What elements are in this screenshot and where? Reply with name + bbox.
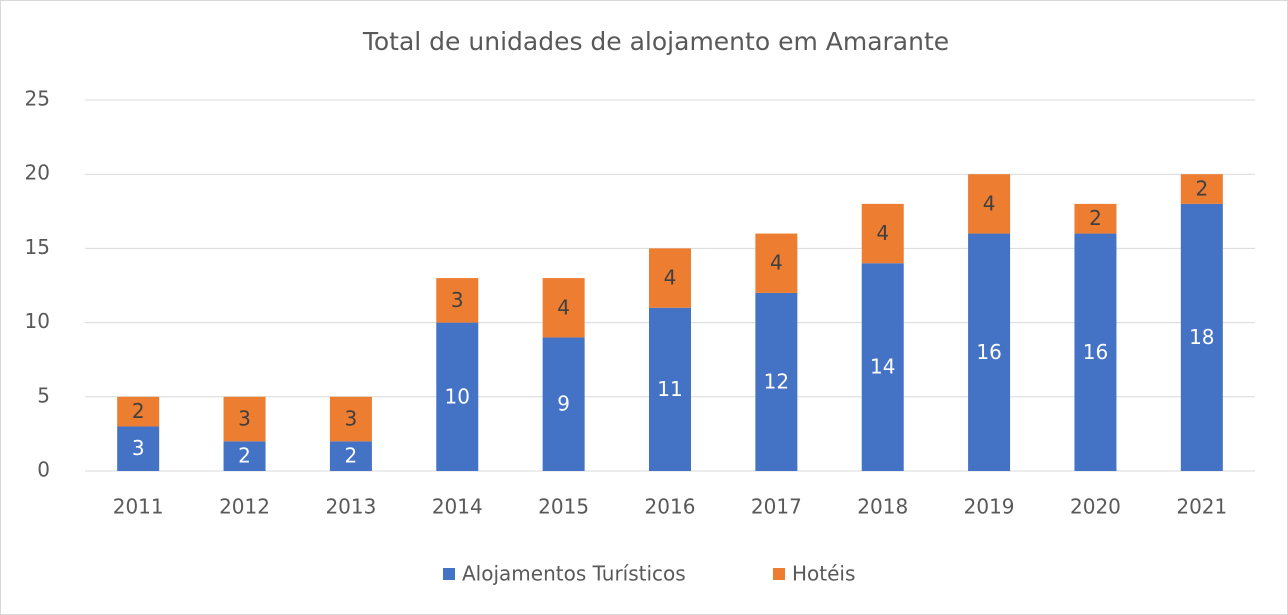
x-tick-label: 2012 [219, 495, 270, 519]
bar-segment [117, 426, 160, 471]
data-label: 4 [770, 251, 783, 275]
legend-label: Alojamentos Turísticos [462, 562, 686, 586]
data-label: 12 [764, 369, 789, 393]
bar-segment [223, 441, 266, 471]
bar-segment [436, 278, 479, 323]
data-label: 18 [1189, 325, 1214, 349]
x-tick-label: 2015 [538, 495, 589, 519]
data-label: 3 [238, 407, 251, 431]
bar-segment [329, 441, 372, 471]
bar-segment [223, 396, 266, 442]
data-label: 16 [1083, 340, 1108, 364]
data-label: 14 [870, 355, 895, 379]
bar-segment [542, 337, 585, 471]
data-label: 4 [557, 295, 570, 319]
y-tick-label: 0 [37, 458, 50, 482]
bar-segment [968, 174, 1011, 234]
x-tick-label: 2011 [113, 495, 164, 519]
data-label: 3 [451, 288, 464, 312]
data-label: 16 [976, 340, 1001, 364]
data-label: 4 [876, 221, 889, 245]
y-tick-label: 5 [37, 383, 50, 407]
y-tick-label: 15 [25, 235, 50, 259]
data-label: 11 [657, 377, 682, 401]
x-tick-label: 2014 [432, 495, 483, 519]
data-label: 2 [345, 444, 358, 468]
y-tick-label: 10 [25, 309, 50, 333]
data-label: 3 [345, 407, 358, 431]
data-label: 3 [132, 436, 145, 460]
data-label: 10 [445, 384, 470, 408]
bar-segment [1074, 233, 1117, 471]
x-tick-label: 2016 [645, 495, 696, 519]
bar-segment [755, 292, 798, 471]
x-tick-label: 2017 [751, 495, 802, 519]
x-tick-label: 2020 [1070, 495, 1121, 519]
bar-segment [117, 396, 160, 427]
data-label: 4 [664, 266, 677, 290]
bar-segment [1074, 203, 1117, 234]
bar-segment [436, 322, 479, 471]
x-tick-label: 2019 [964, 495, 1015, 519]
data-label: 2 [132, 399, 145, 423]
bar-segment [649, 307, 691, 471]
data-label: 4 [983, 191, 996, 215]
data-label: 2 [1089, 206, 1102, 230]
x-tick-label: 2013 [325, 495, 376, 519]
bar-segment [649, 248, 691, 308]
y-tick-label: 25 [25, 87, 50, 111]
chart-title: Total de unidades de alojamento em Amara… [362, 27, 949, 56]
legend-swatch [773, 568, 785, 580]
x-tick-label: 2018 [857, 495, 908, 519]
y-tick-label: 20 [25, 161, 50, 185]
legend-swatch [443, 568, 455, 580]
bar-segment [861, 263, 904, 471]
bar-segment [968, 233, 1011, 471]
legend-label: Hotéis [792, 562, 855, 586]
bar-segment [1180, 203, 1223, 471]
bar-segment [542, 278, 585, 338]
bar-segment [329, 396, 372, 442]
data-label: 2 [1195, 177, 1208, 201]
x-tick-label: 2021 [1176, 495, 1227, 519]
bar-segment [755, 233, 798, 293]
bar-segment [861, 203, 904, 264]
data-label: 9 [557, 392, 570, 416]
data-label: 2 [238, 444, 251, 468]
bar-segment [1180, 174, 1223, 204]
